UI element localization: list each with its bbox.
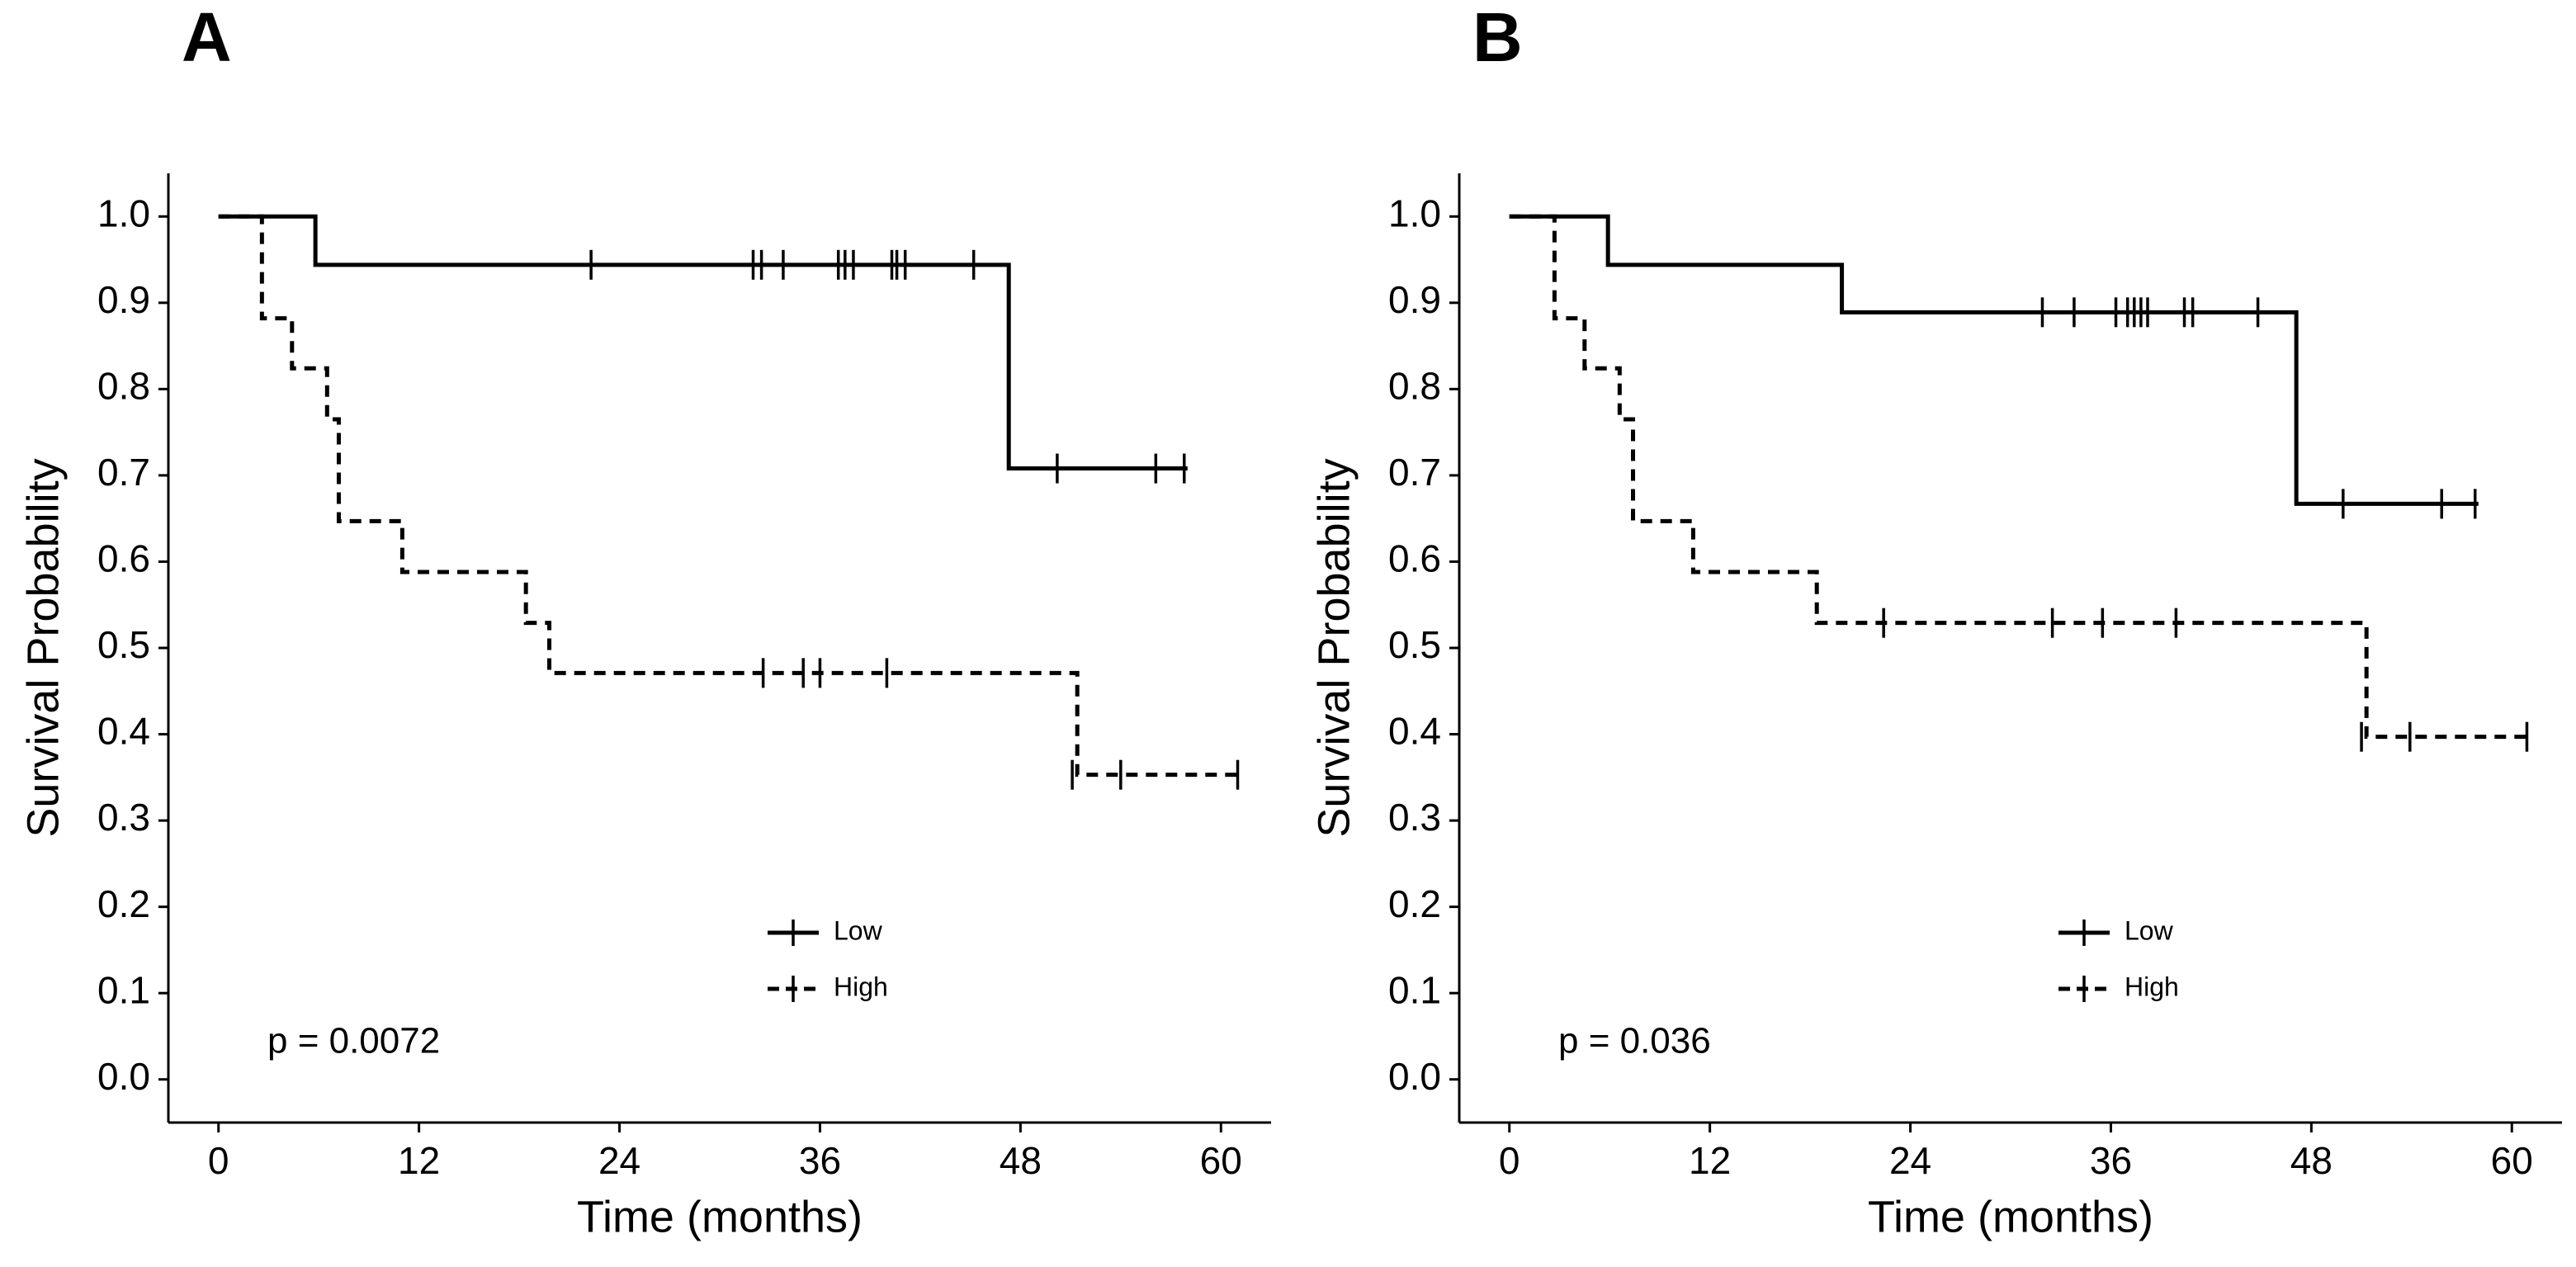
legend-label: Low <box>2125 915 2174 945</box>
survival-curve <box>1509 214 2532 740</box>
y-tick-label: 0.9 <box>1388 278 1441 321</box>
x-tick-label: 36 <box>2090 1139 2132 1182</box>
y-tick-label: 0.2 <box>1388 882 1441 925</box>
y-tick-label: 0.1 <box>1388 968 1441 1011</box>
y-tick-label: 0.4 <box>1388 710 1441 753</box>
survival-curve <box>218 214 1241 778</box>
x-tick-label: 0 <box>208 1139 229 1182</box>
y-tick-label: 0.8 <box>97 365 150 408</box>
y-tick-label: 0.3 <box>1388 796 1441 839</box>
panel-title: A <box>182 0 232 76</box>
x-tick-label: 36 <box>799 1139 841 1182</box>
y-tick-label: 1.0 <box>1388 191 1441 234</box>
x-axis-label: Time (months) <box>1868 1192 2153 1241</box>
panel-title: B <box>1472 0 1523 76</box>
y-axis-label: Survival Probability <box>1309 458 1359 837</box>
x-axis-label: Time (months) <box>577 1192 863 1241</box>
y-tick-label: 0.6 <box>97 537 150 580</box>
y-tick-label: 0.3 <box>97 796 150 839</box>
y-tick-label: 0.6 <box>1388 537 1441 580</box>
x-tick-label: 24 <box>1889 1139 1931 1182</box>
y-tick-label: 0.5 <box>97 623 150 666</box>
legend-label: High <box>2125 972 2179 1001</box>
y-tick-label: 0.9 <box>97 278 150 321</box>
x-tick-label: 12 <box>1689 1139 1731 1182</box>
x-tick-label: 24 <box>598 1139 640 1182</box>
y-tick-label: 0.5 <box>1388 623 1441 666</box>
y-tick-label: 0.7 <box>97 451 150 494</box>
x-tick-label: 60 <box>1200 1139 1242 1182</box>
y-tick-label: 0.0 <box>97 1055 150 1098</box>
x-tick-label: 48 <box>2290 1139 2333 1182</box>
y-tick-label: 0.1 <box>97 968 150 1011</box>
y-tick-label: 0.0 <box>1388 1055 1441 1098</box>
x-tick-label: 12 <box>398 1139 440 1182</box>
y-tick-label: 0.4 <box>97 710 150 753</box>
y-tick-label: 0.2 <box>97 882 150 925</box>
y-tick-label: 1.0 <box>97 191 150 234</box>
x-tick-label: 48 <box>1000 1139 1042 1182</box>
y-tick-label: 0.7 <box>1388 451 1441 494</box>
x-tick-label: 60 <box>2491 1139 2533 1182</box>
survival-curve <box>218 214 1188 471</box>
p-value: p = 0.036 <box>1558 1021 1711 1061</box>
y-tick-label: 0.8 <box>1388 365 1441 408</box>
x-tick-label: 0 <box>1499 1139 1520 1182</box>
p-value: p = 0.0072 <box>267 1021 440 1061</box>
y-axis-label: Survival Probability <box>18 458 68 837</box>
legend-label: Low <box>834 915 883 945</box>
survival-curve <box>1509 214 2479 506</box>
legend-label: High <box>834 972 888 1001</box>
